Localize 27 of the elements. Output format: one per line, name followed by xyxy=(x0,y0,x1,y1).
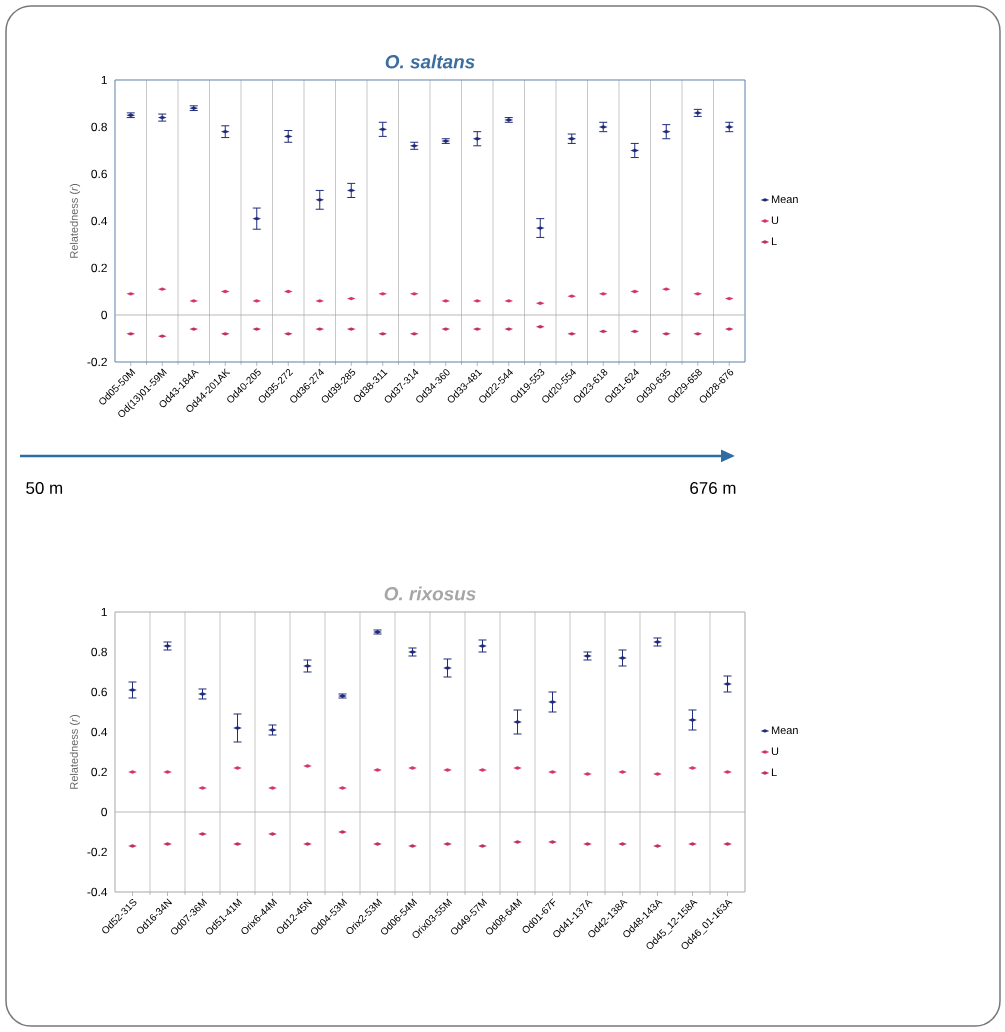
y-tick-label: 0.2 xyxy=(91,767,107,777)
y-axis-title: Relatedness (r) xyxy=(69,184,81,258)
legend-label: U xyxy=(771,216,779,225)
chart-title: O. saltans xyxy=(385,54,475,69)
legend-label: U xyxy=(771,747,779,756)
y-tick-label: 0.2 xyxy=(91,263,107,273)
y-tick-label: 0.6 xyxy=(91,687,107,697)
y-tick-label: 0 xyxy=(101,310,108,320)
legend-label: L xyxy=(771,768,777,777)
y-tick-label: -0.2 xyxy=(87,847,107,857)
y-tick-label: 0 xyxy=(101,807,108,817)
legend-label: Mean xyxy=(771,726,798,735)
chart-title: O. rixosus xyxy=(384,586,476,601)
y-tick-label: 0.8 xyxy=(91,647,107,657)
y-tick-label: 0.8 xyxy=(91,122,107,132)
text: 50 m xyxy=(26,482,63,494)
y-tick-label: 0.6 xyxy=(91,169,107,179)
text: 676 m xyxy=(690,482,736,494)
legend-label: Mean xyxy=(771,195,798,204)
y-tick-label: -0.4 xyxy=(87,887,108,897)
y-tick-label: 1 xyxy=(101,607,107,617)
y-tick-label: 0.4 xyxy=(91,216,108,226)
legend-label: L xyxy=(771,237,777,246)
y-axis-title: Relatedness (r) xyxy=(69,715,81,789)
y-tick-label: 0.4 xyxy=(91,727,108,737)
y-tick-label: -0.2 xyxy=(87,357,107,367)
y-tick-label: 1 xyxy=(101,75,107,85)
